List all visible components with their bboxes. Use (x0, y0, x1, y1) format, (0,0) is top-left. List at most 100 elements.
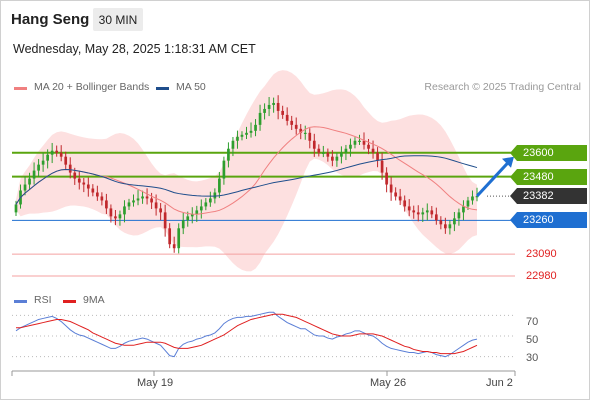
candle-body (308, 132, 312, 141)
candle-body (281, 110, 284, 115)
candle-body (416, 212, 420, 215)
timeframe-button[interactable]: 30 MIN (93, 8, 143, 31)
candle-body (376, 152, 379, 161)
candle-body (186, 216, 190, 221)
candle-body (317, 148, 321, 153)
candle-body (349, 144, 352, 149)
candle-body (23, 184, 27, 191)
candle-body (407, 206, 411, 211)
rsi-ma-swatch-icon (63, 300, 76, 303)
candle-body (37, 164, 40, 171)
candle-body (136, 198, 140, 201)
candle-body (96, 192, 99, 197)
candle-body (227, 148, 230, 161)
legend-ma50: MA 50 (156, 81, 206, 93)
candle-body (299, 128, 303, 133)
rsi-swatch-icon (14, 300, 27, 303)
price-level-tag: 23480 (510, 168, 587, 185)
price-level-tag: 23600 (510, 144, 587, 161)
candle-body (385, 172, 388, 185)
candle-body (254, 124, 257, 131)
legend-rsi: RSI (14, 294, 52, 306)
candle-body (439, 220, 443, 225)
candle-body (272, 102, 275, 105)
candle-body (258, 112, 262, 125)
candle-body (222, 160, 226, 179)
rsi-panel (12, 311, 515, 358)
candle-body (466, 200, 470, 207)
candle-body (353, 140, 357, 145)
candle-body (421, 212, 425, 215)
candle-body (132, 200, 135, 203)
bollinger-band (16, 70, 477, 272)
legend-rsi-label: RSI (34, 294, 52, 306)
candle-body (425, 210, 429, 213)
candle-body (430, 210, 434, 215)
candle-body (46, 154, 49, 161)
candle-body (199, 206, 203, 211)
candle-body (331, 156, 334, 161)
candle-body (28, 178, 31, 185)
candle-body (412, 210, 416, 213)
candle-body (285, 114, 289, 121)
price-level-tag: 23260 (510, 212, 587, 229)
rsi-tick-label: 50 (526, 334, 539, 346)
x-axis (11, 370, 516, 376)
candle-body (14, 204, 18, 213)
candle-body (434, 214, 438, 221)
candle-body (367, 144, 370, 149)
candle-body (109, 208, 113, 217)
candle-body (263, 108, 266, 113)
legend-ma20-bb: MA 20 + Bollinger Bands (14, 81, 149, 93)
candle-body (32, 170, 36, 179)
source-credit: Research © 2025 Trading Central (424, 81, 581, 93)
candle-body (394, 192, 397, 197)
candle-body (245, 132, 248, 135)
price-level-tag: 23090 (526, 248, 557, 261)
candle-body (82, 182, 86, 185)
candle-body (462, 206, 465, 213)
price-level-tag: 22980 (526, 270, 557, 283)
candle-body (290, 120, 294, 125)
forecast-arrow-icon (475, 161, 510, 198)
candle-body (55, 150, 59, 153)
candle-body (123, 206, 126, 215)
legend-rsi-ma: 9MA (63, 294, 105, 306)
candle-body (77, 178, 81, 183)
candle-body (231, 140, 235, 149)
ma20-swatch-icon (14, 87, 27, 90)
candle-body (249, 130, 253, 133)
candle-body (471, 196, 474, 201)
candle-body (335, 156, 339, 161)
candle-body (145, 196, 149, 199)
candle-body (100, 196, 104, 201)
x-tick-label: Jun 2 (486, 377, 513, 389)
candle-body (344, 148, 348, 153)
candle-body (276, 102, 280, 111)
candle-body (59, 152, 63, 157)
rsi-tick-label: 30 (526, 352, 539, 364)
instrument-title: Hang Seng (11, 11, 90, 28)
candle-body (181, 220, 185, 229)
candle-body (172, 244, 176, 249)
candle-body (444, 224, 447, 229)
candle-body (371, 148, 375, 153)
candle-body (358, 140, 361, 142)
candle-body (312, 140, 316, 149)
candle-body (177, 228, 181, 249)
ma50-line (15, 155, 478, 205)
candle-body (303, 132, 307, 135)
candle-body (73, 172, 77, 179)
candle-body (403, 200, 407, 207)
candle-body (150, 198, 153, 203)
candles (14, 95, 479, 254)
rsi-ma-line (16, 313, 478, 355)
candle-body (380, 160, 384, 173)
candle-body (448, 224, 452, 229)
candle-body (127, 202, 131, 207)
candle-body (154, 202, 158, 209)
candle-body (236, 136, 239, 141)
candle-body (159, 208, 162, 213)
